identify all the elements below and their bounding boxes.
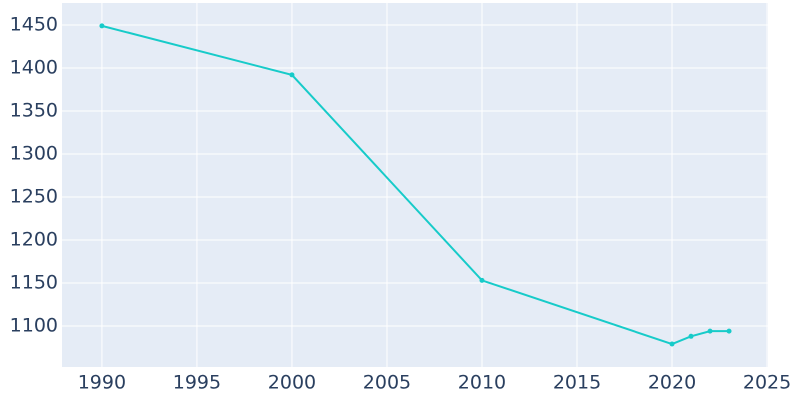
y-tick-label: 1150 [10, 271, 58, 293]
point [289, 72, 295, 78]
x-tick-label: 2020 [648, 372, 696, 394]
plot-area [62, 3, 768, 367]
x-tick-label: 2005 [363, 372, 411, 394]
y-tick-label: 1350 [10, 100, 58, 122]
point [669, 341, 675, 347]
y-tick-label: 1100 [10, 314, 58, 336]
x-tick-label: 2015 [553, 372, 601, 394]
x-tick-label: 2025 [743, 372, 791, 394]
point [479, 277, 485, 283]
y-tick-label: 1250 [10, 185, 58, 207]
y-tick-label: 1400 [10, 57, 58, 79]
y-tick-label: 1450 [10, 14, 58, 36]
x-tick-label: 2000 [268, 372, 316, 394]
point [726, 328, 732, 334]
x-tick-label: 1995 [173, 372, 221, 394]
y-tick-label: 1300 [10, 143, 58, 165]
point [99, 23, 105, 29]
x-tick-label: 1990 [78, 372, 126, 394]
x-tick-label: 2010 [458, 372, 506, 394]
point [707, 328, 713, 334]
y-tick-label: 1200 [10, 228, 58, 250]
point [688, 333, 694, 339]
